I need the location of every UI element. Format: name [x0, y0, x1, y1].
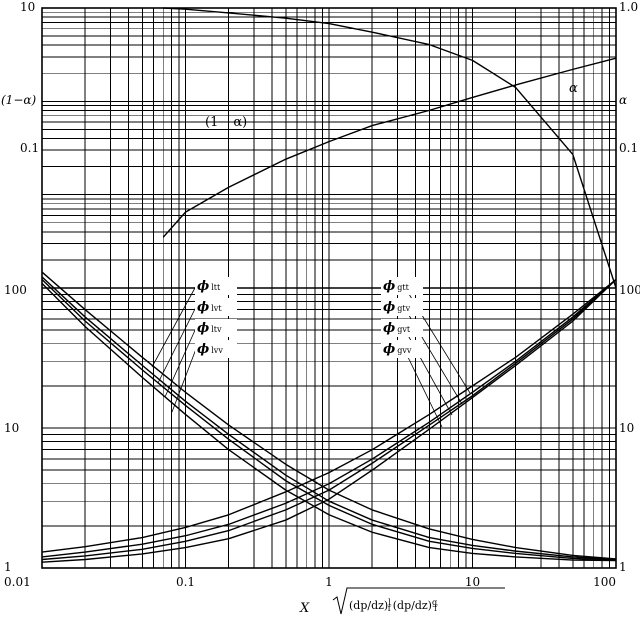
leader-line-liquid [157, 306, 197, 384]
left-top-tick-label: (1−α) [1, 93, 36, 107]
leader-line-gas [403, 348, 443, 428]
x-axis-symbol: X [299, 601, 310, 616]
x-tick-label: 1 [325, 575, 333, 589]
left-bottom-tick-label: 10 [4, 421, 19, 435]
label-phi-gvv: ϕ gvv [383, 342, 412, 357]
tick-layer: 0.01 0.1 1 10 100 10 (1−α) 0.1 1.0 α 0.1 100 100 10 10… [1, 0, 640, 589]
x-axis-formula: (dp/dz)l f (dp/dz)g f [332, 587, 505, 615]
curve-phi-lvv [41, 282, 617, 562]
right-top-tick-label: α [619, 93, 627, 107]
curve-phi-gtv [41, 278, 617, 558]
label-alpha: α [569, 81, 578, 96]
formula-text: (dp/dz)l f (dp/dz)g f [349, 598, 438, 613]
curve-phi-lvt [41, 276, 617, 561]
label-phi-ltt: ϕ ltt [197, 279, 221, 294]
label-phi-gvt-subscript: gvt [397, 325, 411, 334]
curve-alpha [163, 7, 617, 289]
left-top-tick-label: 10 [20, 0, 35, 14]
label-phi-gvv-subscript: gvv [397, 346, 412, 355]
curve-layer [41, 7, 617, 563]
leader-line-liquid [164, 327, 197, 398]
label-one-minus-alpha: (1− α) [205, 115, 247, 130]
label-phi-gtv: ϕ gtv [383, 300, 411, 315]
label-phi-gtv-subscript: gtv [397, 304, 410, 313]
left-bottom-tick-label: 100 [4, 283, 27, 297]
curve-phi-gtt [41, 278, 617, 553]
label-phi-gvt: ϕ gvt [383, 321, 411, 336]
label-phi-ltv-subscript: ltv [211, 325, 222, 334]
phi-label-bg [381, 277, 423, 295]
curve-phi-ltv [41, 278, 617, 561]
x-tick-label: 100 [593, 575, 616, 589]
label-phi-ltt-subscript: ltt [211, 283, 221, 292]
right-bottom-tick-label: 100 [619, 283, 640, 297]
right-bottom-tick-label: 10 [619, 421, 634, 435]
label-phi-lvt-subscript: lvt [211, 304, 222, 313]
phi-label-bg [381, 340, 423, 358]
label-phi-lvv-subscript: lvv [211, 346, 223, 355]
phi-label-bg [195, 277, 237, 295]
plot-frame [41, 7, 617, 569]
right-top-tick-label: 1.0 [619, 0, 638, 14]
curve-phi-gvv [41, 278, 617, 563]
leader-line-liquid [151, 285, 197, 368]
x-tick-label: 10 [465, 575, 480, 589]
right-bottom-tick-label: 1 [619, 560, 627, 574]
phi-label-bg [195, 319, 237, 337]
leader-line-liquid [171, 348, 197, 413]
label-phi-gtt-subscript: gtt [397, 283, 409, 292]
phi-label-bg [195, 298, 237, 316]
x-tick-label: 0.1 [176, 575, 195, 589]
curve-one-minus-alpha [162, 57, 617, 238]
phi-label-bg [381, 319, 423, 337]
label-phi-gtt: ϕ gtt [383, 279, 410, 294]
curve-phi-gvt [41, 278, 617, 561]
left-bottom-tick-label: 1 [4, 560, 12, 574]
left-top-tick-label: 0.1 [20, 141, 39, 155]
formula-radical [332, 587, 505, 615]
phi-label-bg [381, 298, 423, 316]
phi-label-bg [195, 340, 237, 358]
right-top-tick-label: 0.1 [619, 141, 638, 155]
x-tick-label: 0.01 [4, 575, 31, 589]
